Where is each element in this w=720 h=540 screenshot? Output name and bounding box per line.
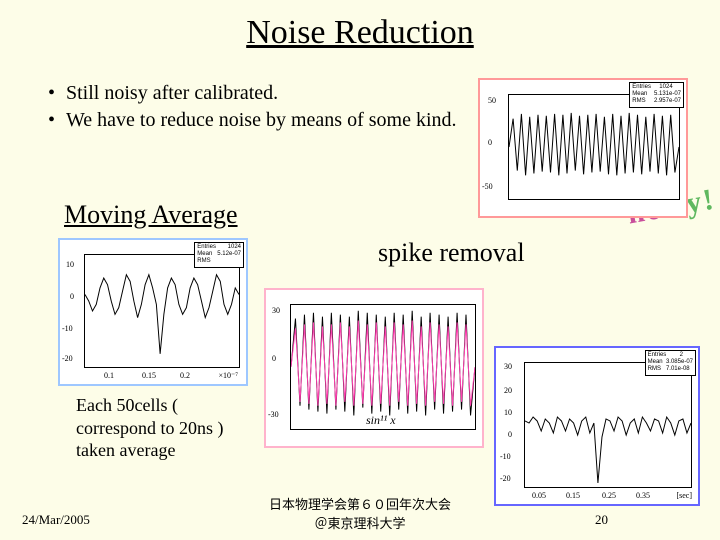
subheading-spike-removal: spike removal	[378, 238, 525, 268]
x-tick: 0.1	[104, 371, 114, 380]
footer-venue: 日本物理学会第６０回年次大会 ＠東京理科大学	[269, 494, 451, 532]
plot-area	[508, 94, 680, 200]
plot-moving-average: Entries 1024 Mean 5.12e-07 RMS 10 0 -10 …	[58, 238, 248, 386]
waveform-svg	[509, 95, 679, 199]
x-tick: 0.05	[532, 491, 546, 500]
y-tick: -50	[482, 182, 493, 191]
bullet-dot: •	[48, 107, 66, 134]
y-tick: 0	[488, 138, 492, 147]
y-tick: -30	[268, 410, 279, 419]
plot-spike-removed: Entries 2 Mean 3.085e-07 RMS 7.01e-08 30…	[494, 346, 700, 506]
x-exp: ×10⁻⁷	[218, 371, 238, 380]
plot-noisy-waveform: Entries 1024 Mean 5.131e-07 RMS 2.957e-0…	[478, 78, 688, 218]
plot-area	[290, 304, 476, 430]
bullet-dot: •	[48, 80, 66, 107]
y-tick: 0	[70, 292, 74, 301]
y-tick: 0	[508, 430, 512, 439]
plot-area	[524, 362, 692, 488]
x-tick: 0.2	[180, 371, 190, 380]
subheading-moving-average: Moving Average	[64, 200, 238, 230]
waveform-svg	[85, 255, 239, 367]
waveform-svg	[525, 363, 691, 487]
x-tick: 0.35	[636, 491, 650, 500]
y-tick: 10	[66, 260, 74, 269]
waveform-svg	[291, 305, 475, 429]
bullet-text: We have to reduce noise by means of some…	[66, 107, 457, 134]
y-tick: 20	[504, 386, 512, 395]
y-tick: 30	[272, 306, 280, 315]
y-tick: 30	[504, 362, 512, 371]
y-tick: 10	[504, 408, 512, 417]
caption-text: Each 50cells ( correspond to 20ns ) take…	[76, 394, 246, 462]
y-tick: -10	[500, 452, 511, 461]
y-tick: -20	[62, 354, 73, 363]
page-title: Noise Reduction	[0, 0, 720, 52]
plot-area	[84, 254, 240, 368]
y-tick: -20	[500, 474, 511, 483]
y-tick: 0	[272, 354, 276, 363]
x-tick: 0.15	[142, 371, 156, 380]
plot-spike-sin: 30 0 -30 sin¹¹ x	[264, 288, 484, 448]
footer-date: 24/Mar/2005	[22, 512, 90, 528]
sin-label: sin¹¹ x	[366, 413, 396, 428]
plot-stats-box: Entries 1024 Mean 5.131e-07 RMS 2.957e-0…	[629, 82, 684, 108]
plot-stats-box: Entries 1024 Mean 5.12e-07 RMS	[194, 242, 244, 268]
footer-page-number: 20	[595, 512, 608, 528]
x-tick: 0.15	[566, 491, 580, 500]
plot-stats-box: Entries 2 Mean 3.085e-07 RMS 7.01e-08	[645, 350, 696, 376]
y-tick: -10	[62, 324, 73, 333]
y-tick: 50	[488, 96, 496, 105]
bullet-text: Still noisy after calibrated.	[66, 80, 278, 107]
x-tick: 0.25	[602, 491, 616, 500]
x-unit: [sec]	[676, 491, 692, 500]
